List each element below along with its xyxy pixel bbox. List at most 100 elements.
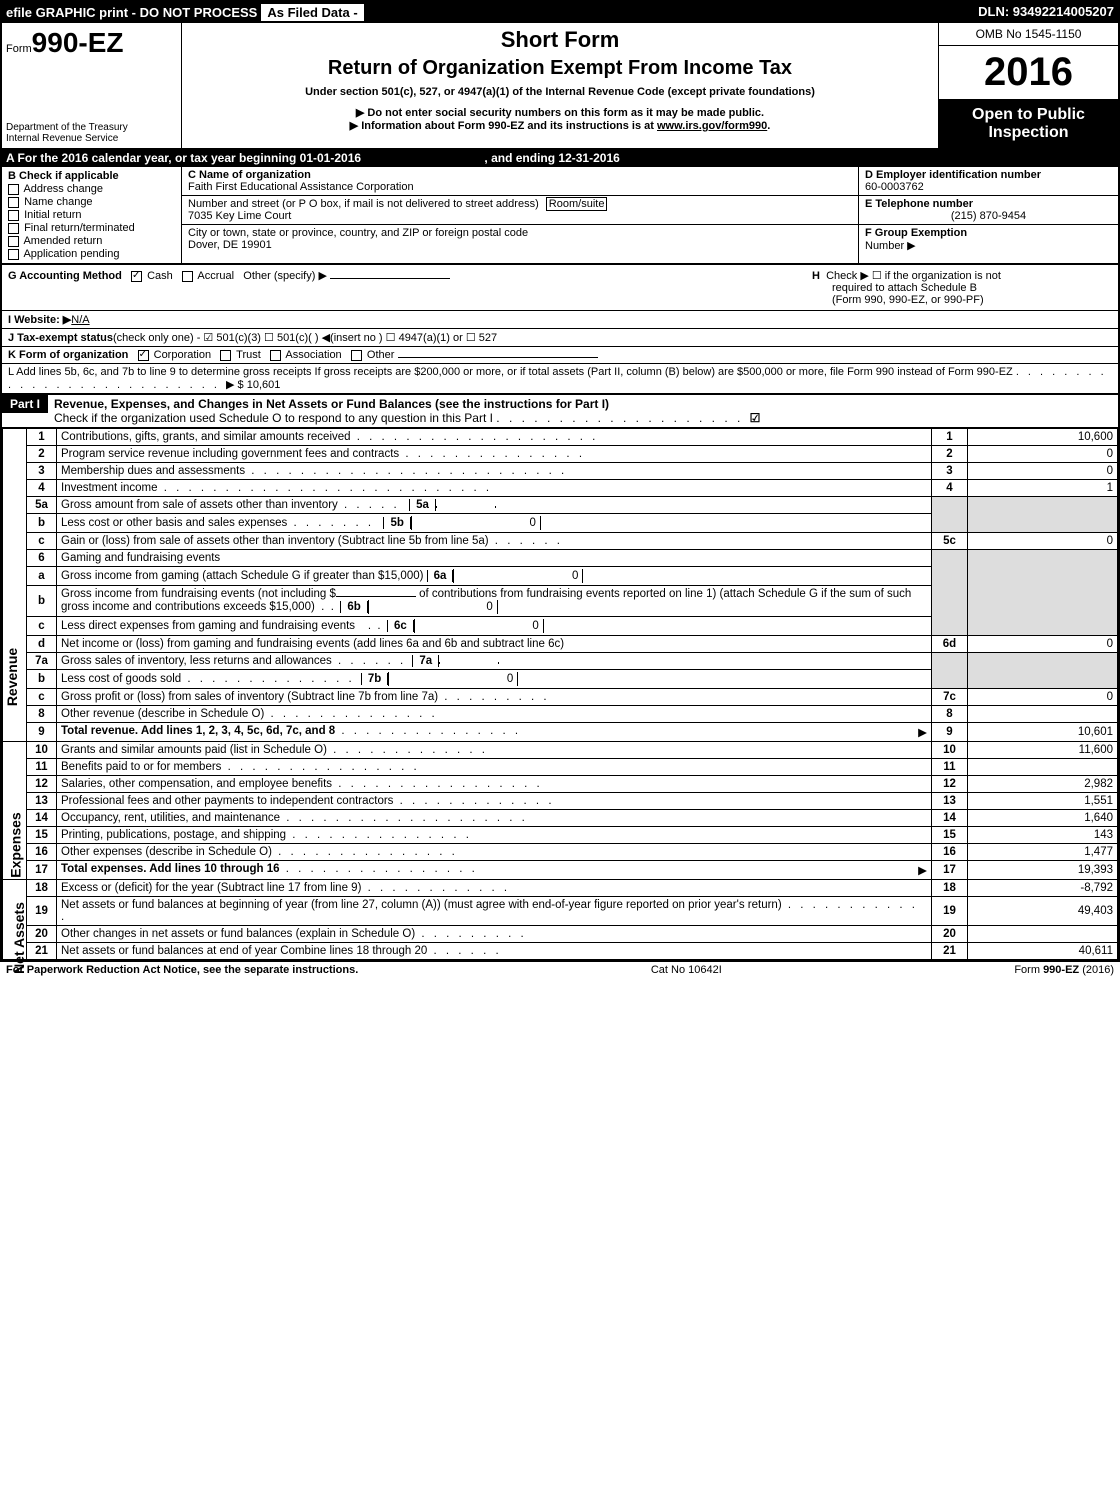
- form-no-big: 990-EZ: [32, 27, 124, 58]
- check-address[interactable]: Address change: [8, 183, 175, 195]
- l14-val: 1,640: [968, 810, 1118, 827]
- row-a: A For the 2016 calendar year, or tax yea…: [2, 149, 1118, 167]
- open-public: Open to Public Inspection: [939, 100, 1118, 148]
- l5c-val: 0: [968, 533, 1118, 550]
- part1-header: Part I Revenue, Expenses, and Changes in…: [2, 395, 1118, 428]
- c-label: C Name of organization: [188, 169, 311, 181]
- b-label: B Check if applicable: [8, 170, 119, 182]
- row-k: K Form of organization Corporation Trust…: [2, 347, 1118, 364]
- website-val: N/A: [71, 314, 89, 326]
- check-assoc[interactable]: [270, 350, 281, 361]
- org-city-block: City or town, state or province, country…: [182, 225, 858, 253]
- part1-label: Part I: [2, 395, 48, 413]
- l-text: L Add lines 5b, 6c, and 7b to line 9 to …: [8, 366, 1013, 378]
- phone-value: (215) 870-9454: [865, 210, 1112, 222]
- check-name[interactable]: Name change: [8, 196, 175, 208]
- h-text1: Check ▶ ☐ if the organization is not: [826, 270, 1001, 282]
- open-public-1: Open to Public: [941, 106, 1116, 124]
- col-d: D Employer identification number 60-0003…: [858, 167, 1118, 263]
- group-exempt-label: F Group Exemption: [865, 227, 967, 239]
- tax-year: 2016: [939, 46, 1118, 100]
- l6d-val: 0: [968, 636, 1118, 653]
- footer: For Paperwork Reduction Act Notice, see …: [0, 962, 1120, 978]
- l4-val: 1: [968, 480, 1118, 497]
- subtitle: Under section 501(c), 527, or 4947(a)(1)…: [190, 86, 930, 98]
- row-a-end: , and ending 12-31-2016: [484, 151, 619, 165]
- form-number: Form990-EZ: [6, 27, 177, 59]
- l1-val: 10,600: [968, 429, 1118, 446]
- topbar-dln: DLN: 93492214005207: [978, 4, 1114, 21]
- org-city: Dover, DE 19901: [188, 239, 272, 251]
- i-label: I Website: ▶: [8, 314, 71, 326]
- ein-label: D Employer identification number: [865, 169, 1041, 181]
- org-name: Faith First Educational Assistance Corpo…: [188, 181, 414, 193]
- l8-val: [968, 706, 1118, 723]
- topbar: efile GRAPHIC print - DO NOT PROCESS As …: [2, 2, 1118, 23]
- netassets-side: Net Assets: [3, 880, 27, 960]
- ein-value: 60-0003762: [865, 181, 924, 193]
- row-a-begin: A For the 2016 calendar year, or tax yea…: [6, 151, 361, 165]
- check-cash[interactable]: [131, 271, 142, 282]
- row-g: G Accounting Method Cash Accrual Other (…: [2, 264, 1118, 311]
- l1-desc: Contributions, gifts, grants, and simila…: [57, 429, 932, 446]
- l18-val: -8,792: [968, 880, 1118, 897]
- form-page: efile GRAPHIC print - DO NOT PROCESS As …: [0, 0, 1120, 962]
- j-text: (check only one) - ☑ 501(c)(3) ☐ 501(c)(…: [113, 332, 497, 344]
- j-label: J Tax-exempt status: [8, 332, 113, 344]
- room-suite: Room/suite: [546, 197, 608, 211]
- l20-val: [968, 926, 1118, 943]
- main-table: Revenue 1 Contributions, gifts, grants, …: [2, 428, 1118, 960]
- l7c-val: 0: [968, 689, 1118, 706]
- check-final[interactable]: Final return/terminated: [8, 222, 175, 234]
- topbar-asfiled: As Filed Data -: [261, 4, 363, 21]
- footer-right: Form 990-EZ (2016): [1014, 964, 1114, 976]
- check-other[interactable]: [351, 350, 362, 361]
- check-pending[interactable]: Application pending: [8, 248, 175, 260]
- row-j: J Tax-exempt status(check only one) - ☑ …: [2, 329, 1118, 347]
- title-return: Return of Organization Exempt From Incom…: [190, 57, 930, 80]
- city-label: City or town, state or province, country…: [188, 227, 528, 239]
- l21-val: 40,611: [968, 943, 1118, 960]
- h-text3: (Form 990, 990-EZ, or 990-PF): [832, 294, 984, 306]
- l19-val: 49,403: [968, 897, 1118, 926]
- l2-val: 0: [968, 446, 1118, 463]
- check-initial[interactable]: Initial return: [8, 209, 175, 221]
- header: Form990-EZ Department of the Treasury In…: [2, 23, 1118, 149]
- part1-title: Revenue, Expenses, and Changes in Net As…: [54, 397, 609, 411]
- l17-val: 19,393: [968, 861, 1118, 880]
- part1-check: ☑: [750, 411, 761, 425]
- title-short-form: Short Form: [190, 27, 930, 53]
- g-other: Other (specify) ▶: [243, 270, 327, 282]
- topbar-left-text: efile GRAPHIC print - DO NOT PROCESS: [6, 5, 257, 20]
- l9-val: 10,601: [968, 723, 1118, 742]
- footer-mid: Cat No 10642I: [651, 964, 722, 976]
- org-addr-block: Number and street (or P O box, if mail i…: [182, 196, 858, 225]
- open-public-2: Inspection: [941, 124, 1116, 142]
- expenses-side: Expenses: [3, 742, 27, 880]
- section-a-block: A For the 2016 calendar year, or tax yea…: [2, 149, 1118, 264]
- group-exempt-num: Number ▶: [865, 240, 916, 252]
- footer-left: For Paperwork Reduction Act Notice, see …: [6, 964, 358, 976]
- h-text2: required to attach Schedule B: [832, 282, 977, 294]
- l13-val: 1,551: [968, 793, 1118, 810]
- l16-val: 1,477: [968, 844, 1118, 861]
- check-amended[interactable]: Amended return: [8, 235, 175, 247]
- dept-irs: Internal Revenue Service: [6, 133, 177, 144]
- check-corp[interactable]: [138, 350, 149, 361]
- h-label: H: [812, 270, 820, 282]
- form-prefix: Form: [6, 43, 32, 55]
- omb-no: OMB No 1545-1150: [939, 23, 1118, 46]
- check-trust[interactable]: [220, 350, 231, 361]
- row-i: I Website: ▶N/A: [2, 311, 1118, 329]
- org-name-block: C Name of organization Faith First Educa…: [182, 167, 858, 196]
- revenue-side: Revenue: [3, 429, 27, 742]
- row-l: L Add lines 5b, 6c, and 7b to line 9 to …: [2, 364, 1118, 395]
- l15-val: 143: [968, 827, 1118, 844]
- l-amount: ▶ $ 10,601: [226, 379, 280, 391]
- l1-no: 1: [27, 429, 57, 446]
- org-street: 7035 Key Lime Court: [188, 210, 291, 222]
- part1-sub: Check if the organization used Schedule …: [54, 411, 493, 425]
- check-accrual[interactable]: [182, 271, 193, 282]
- phone-label: E Telephone number: [865, 198, 973, 210]
- g-label: G Accounting Method: [8, 270, 122, 282]
